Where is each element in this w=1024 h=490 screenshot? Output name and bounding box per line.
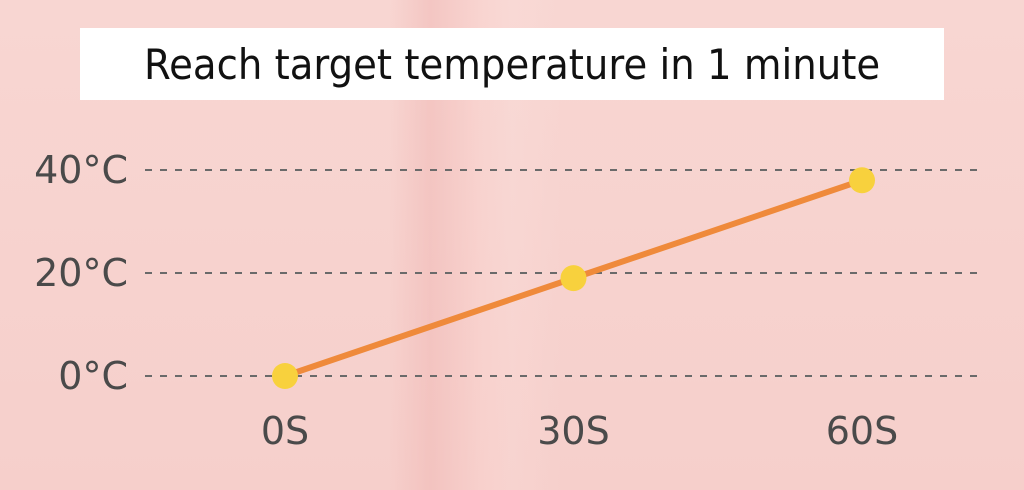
x-tick-label: 30S: [537, 409, 609, 453]
chart-title: Reach target temperature in 1 minute: [143, 39, 881, 89]
chart-title-box: Reach target temperature in 1 minute: [80, 28, 944, 100]
data-point: [849, 167, 875, 194]
y-axis-labels: 0°C 20°C 40°C: [34, 148, 128, 398]
data-points: [272, 167, 875, 389]
data-point: [272, 363, 298, 389]
x-tick-label: 60S: [826, 409, 898, 453]
y-tick-label: 20°C: [34, 251, 128, 295]
y-tick-label: 0°C: [58, 354, 128, 398]
x-axis-labels: 0S 30S 60S: [261, 409, 898, 453]
data-point: [560, 265, 587, 292]
y-tick-label: 40°C: [34, 148, 128, 192]
x-tick-label: 0S: [261, 409, 309, 453]
